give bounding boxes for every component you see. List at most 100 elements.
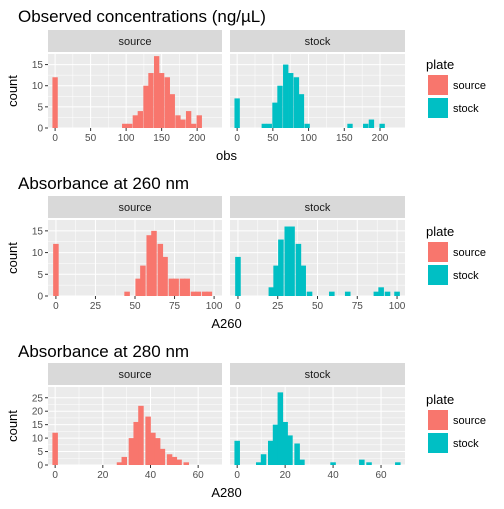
x-tick-label: 25 xyxy=(272,301,284,312)
histogram-bar xyxy=(128,438,135,465)
x-tick-label: 25 xyxy=(90,301,102,312)
histogram-bar xyxy=(138,405,144,465)
histogram-bar xyxy=(277,392,284,465)
x-tick-label: 40 xyxy=(328,470,340,481)
chart-title: Observed concentrations (ng/µL) xyxy=(18,7,266,26)
histogram-bar xyxy=(273,265,279,296)
histogram-bar xyxy=(176,459,182,465)
histogram-bar xyxy=(143,85,149,128)
histogram-bar xyxy=(184,278,190,296)
histogram-bar xyxy=(267,440,274,465)
histogram-bar xyxy=(284,226,291,296)
histogram-bar xyxy=(379,123,385,128)
facet-strip xyxy=(230,30,405,52)
facet-strip-label: stock xyxy=(305,36,331,48)
histogram-bar xyxy=(304,123,310,128)
histogram-bar xyxy=(298,94,305,128)
y-axis-label: count xyxy=(5,75,20,107)
histogram-bar xyxy=(384,291,391,296)
legend-key-stock xyxy=(428,265,448,285)
y-tick-label: 5 xyxy=(37,102,43,113)
histogram-bar xyxy=(235,256,241,296)
chart-title: Absorbance at 260 nm xyxy=(18,174,189,193)
legend-key-stock xyxy=(428,98,448,118)
facet-strip-label: stock xyxy=(305,202,331,214)
histogram-bar xyxy=(132,115,139,128)
x-tick-label: 150 xyxy=(153,133,170,144)
legend-key-stock xyxy=(428,433,448,453)
y-tick-label: 10 xyxy=(32,248,44,259)
histogram-bar xyxy=(206,291,213,296)
histogram-bar xyxy=(171,456,178,465)
legend-label: source xyxy=(453,80,486,92)
histogram-bar xyxy=(190,291,197,296)
x-axis-label: A280 xyxy=(211,485,241,500)
x-axis-label: A260 xyxy=(211,316,241,331)
facet-panel-source: source 0 20 40 60 0 5 10 15 20 25 xyxy=(32,363,222,481)
x-tick-label: 0 xyxy=(52,133,58,144)
histogram-bar xyxy=(173,278,179,296)
chart-block-3: Absorbance at 280 nm source 0 20 40 60 0 5 10 15 2… xyxy=(5,342,486,500)
x-tick-label: 60 xyxy=(193,470,205,481)
histogram-bar xyxy=(234,440,240,465)
histogram-bar xyxy=(159,448,166,465)
histogram-bar xyxy=(151,230,157,296)
histogram-bar xyxy=(162,256,168,296)
histogram-bar xyxy=(294,443,300,465)
y-tick-label: 15 xyxy=(32,420,44,431)
histogram-bar xyxy=(373,291,380,296)
histogram-bar xyxy=(306,291,313,296)
x-tick-label: 20 xyxy=(97,470,109,481)
histogram-bar xyxy=(53,243,59,296)
facet-strip xyxy=(230,196,405,218)
x-axis-label: obs xyxy=(216,148,237,163)
histogram-bar xyxy=(166,454,173,465)
x-tick-label: 0 xyxy=(234,470,240,481)
histogram-bar xyxy=(234,98,240,128)
histogram-bar xyxy=(344,291,351,296)
facet-panel-source: source 0 50 100 150 200 0 5 10 15 xyxy=(32,30,222,144)
x-tick-label: 150 xyxy=(336,133,353,144)
histogram-bar xyxy=(363,123,369,128)
legend-label: stock xyxy=(453,438,479,450)
histogram-bar xyxy=(154,438,161,465)
histogram-bar xyxy=(295,243,302,296)
histogram-bar xyxy=(272,102,278,128)
histogram-bar xyxy=(293,77,300,128)
histogram-bar xyxy=(196,115,202,128)
facet-strip xyxy=(48,30,222,52)
histogram-bar xyxy=(158,73,165,128)
y-axis-label: count xyxy=(5,410,20,442)
histogram-bar xyxy=(133,421,139,465)
histogram-bar xyxy=(266,123,272,128)
x-tick-label: 0 xyxy=(52,470,58,481)
legend-key-source xyxy=(428,242,448,262)
histogram-bar xyxy=(272,424,279,465)
legend-title: plate xyxy=(426,57,454,72)
histogram-bar xyxy=(169,94,175,128)
histogram-bar xyxy=(378,287,384,296)
x-tick-label: 50 xyxy=(267,133,279,144)
x-tick-label: 100 xyxy=(206,301,223,312)
histogram-bar xyxy=(168,278,175,296)
histogram-bar xyxy=(347,123,353,128)
legend-label: source xyxy=(453,247,486,259)
histogram-bar xyxy=(116,462,123,465)
y-axis-label: count xyxy=(5,242,20,274)
chart-title: Absorbance at 280 nm xyxy=(18,342,189,361)
legend: plate source stock xyxy=(426,224,486,285)
legend-title: plate xyxy=(426,224,454,239)
histogram-bar xyxy=(278,239,284,296)
histogram-bar xyxy=(329,291,335,296)
plot-panel-background xyxy=(230,54,405,128)
y-tick-label: 10 xyxy=(32,81,44,92)
histogram-bar xyxy=(359,459,365,465)
histogram-bar xyxy=(146,235,153,296)
x-tick-label: 50 xyxy=(85,133,97,144)
histogram-bar xyxy=(135,278,141,296)
histogram-bar xyxy=(175,115,181,128)
y-tick-label: 0 xyxy=(37,292,43,303)
x-tick-label: 40 xyxy=(145,470,157,481)
histogram-bar xyxy=(190,123,197,128)
